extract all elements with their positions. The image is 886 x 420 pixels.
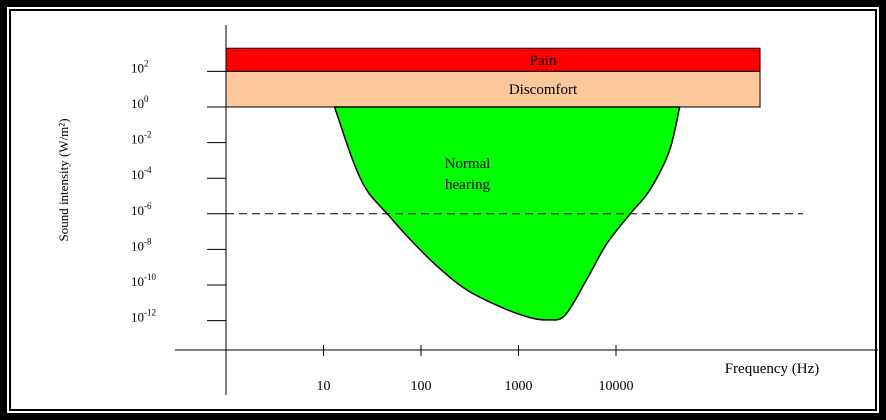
y-tick-label: 10-10 [131, 272, 156, 289]
x-axis-title: Frequency (Hz) [725, 361, 820, 377]
band-pain [225, 47, 761, 72]
x-tick-label: 1000 [505, 379, 533, 394]
x-ticks: 10 100 1000 10000 [317, 345, 634, 394]
y-axis-title: Sound intensity (W/m²) [56, 118, 71, 241]
y-tick-label: 10-2 [131, 130, 152, 147]
normal-hearing-region [333, 106, 681, 321]
region-label-line2: hearing [445, 177, 490, 193]
axes-layer [175, 25, 878, 395]
y-ticks: 102 100 10-2 10-4 10-6 10-8 10-10 10-12 [131, 58, 226, 325]
band-discomfort [225, 70, 761, 108]
y-tick-label: 102 [131, 58, 149, 75]
band-label-discomfort: Discomfort [509, 82, 578, 98]
y-tick-label: 10-4 [131, 165, 152, 182]
y-tick-label: 10-8 [131, 236, 152, 253]
x-tick-label: 10 [317, 379, 331, 394]
bands-layer: Pain Discomfort [225, 47, 761, 108]
y-tick-label: 100 [131, 94, 149, 111]
y-tick-label: 10-12 [131, 308, 156, 325]
x-tick-label: 10000 [599, 379, 634, 394]
x-tick-label: 100 [411, 379, 432, 394]
region-label-line1: Normal [445, 156, 491, 172]
y-tick-label: 10-6 [131, 201, 152, 218]
band-label-pain: Pain [530, 53, 557, 69]
